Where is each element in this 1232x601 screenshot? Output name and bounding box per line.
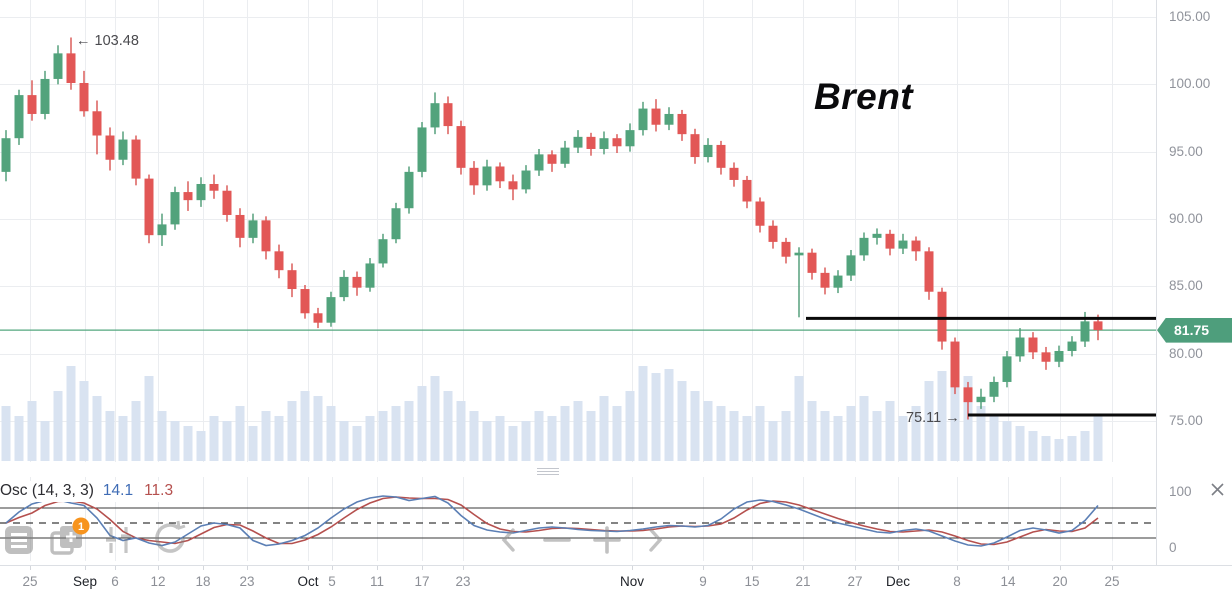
price-axis-label: 85.00 xyxy=(1169,278,1203,294)
grid xyxy=(0,0,1156,561)
instrument-title: Brent xyxy=(814,76,914,117)
price-axis[interactable]: 81.75 105.00 100.00 95.00 90.00 85.00 80.00 75… xyxy=(1156,0,1232,565)
time-axis-tick xyxy=(463,566,464,570)
minus-icon xyxy=(543,538,571,542)
reload-icon xyxy=(155,520,186,553)
time-axis-tick xyxy=(30,566,31,570)
time-axis-tick xyxy=(1112,566,1113,570)
time-axis-label: 25 xyxy=(22,574,38,589)
time-axis-tick xyxy=(632,566,633,570)
time-axis-label: 15 xyxy=(744,574,760,589)
watchlist-button[interactable] xyxy=(2,517,36,564)
time-axis-label: 9 xyxy=(699,574,707,589)
oscillator-plot xyxy=(0,495,1156,547)
time-axis-label: 12 xyxy=(150,574,166,589)
indicators-button[interactable] xyxy=(102,517,138,564)
time-axis-tick xyxy=(332,566,333,570)
indicators-icon xyxy=(106,527,131,553)
compare-add-button[interactable]: 1 xyxy=(48,517,90,564)
chart-nav-controls xyxy=(494,524,670,561)
time-axis-label: 23 xyxy=(455,574,471,589)
time-axis-tick xyxy=(203,566,204,570)
oscillator-k-value: 14.1 xyxy=(102,482,134,499)
time-axis-label: 14 xyxy=(1000,574,1016,589)
oscillator-k-line xyxy=(5,495,1099,547)
time-axis-label: 25 xyxy=(1104,574,1120,589)
time-axis-tick xyxy=(1060,566,1061,570)
time-axis-tick xyxy=(422,566,423,570)
time-axis-label: 27 xyxy=(847,574,863,589)
toolbar-badge-count: 1 xyxy=(78,521,84,533)
time-axis-label: 23 xyxy=(239,574,255,589)
oscillator-d-line xyxy=(5,496,1099,546)
candlesticks xyxy=(1,37,1103,420)
oscillator-name: Osc (14, 3, 3) xyxy=(0,482,94,499)
time-axis-tick xyxy=(1008,566,1009,570)
pane-separator xyxy=(0,462,1156,476)
price-axis-label: 100.00 xyxy=(1169,76,1211,92)
time-axis-label: Sep xyxy=(72,574,98,589)
time-axis-tick xyxy=(115,566,116,570)
compare-add-icon: 1 xyxy=(50,517,90,555)
reload-button[interactable] xyxy=(150,517,192,564)
time-axis-label: 18 xyxy=(195,574,211,589)
time-axis-label: 20 xyxy=(1052,574,1068,589)
time-axis-tick xyxy=(377,566,378,570)
zoom-in-button[interactable] xyxy=(590,524,624,561)
price-axis-label: 105.00 xyxy=(1169,9,1211,24)
toolbar-badge xyxy=(72,517,90,535)
time-axis-label: 11 xyxy=(369,574,384,589)
chevron-left-icon xyxy=(501,528,515,552)
time-axis-label: 21 xyxy=(795,574,811,589)
trend-lines[interactable] xyxy=(806,316,1156,417)
price-annotation-103-48[interactable]: ← 103.48 xyxy=(76,33,139,50)
time-axis-label: Nov xyxy=(619,574,644,589)
time-axis-tick xyxy=(957,566,958,570)
time-axis-tick xyxy=(855,566,856,570)
price-axis-label: 80.00 xyxy=(1169,345,1203,361)
time-axis-label: 6 xyxy=(111,574,119,589)
time-axis-label: Dec xyxy=(885,574,910,589)
watchlist-icon xyxy=(5,526,33,554)
oscillator-legend[interactable]: Osc (14, 3, 3) 14.1 11.3 xyxy=(0,481,182,502)
oscillator-scale-label: 0 xyxy=(1169,540,1177,555)
time-axis-tick xyxy=(247,566,248,570)
time-axis-tick xyxy=(158,566,159,570)
time-axis-label: 17 xyxy=(414,574,430,589)
time-axis-tick xyxy=(803,566,804,570)
oscillator-d-value: 11.3 xyxy=(144,482,174,499)
zoom-out-button[interactable] xyxy=(540,524,574,561)
time-axis-tick xyxy=(752,566,753,570)
bottom-toolbar: 1 xyxy=(2,517,192,564)
chevron-right-icon xyxy=(649,528,663,552)
time-axis-tick xyxy=(898,566,899,570)
chart-canvas[interactable] xyxy=(0,0,1156,565)
oscillator-close-button[interactable] xyxy=(1206,478,1228,500)
plus-icon xyxy=(593,526,621,554)
close-icon xyxy=(1210,482,1224,496)
time-axis-label: 5 xyxy=(328,574,336,589)
time-axis-label: Oct xyxy=(297,574,319,589)
time-axis-tick xyxy=(308,566,309,570)
time-axis-tick xyxy=(703,566,704,570)
price-axis-label: 75.00 xyxy=(1169,413,1203,428)
time-axis-label: 8 xyxy=(953,574,961,589)
time-axis-tick xyxy=(85,566,86,570)
price-axis-label: 95.00 xyxy=(1169,143,1203,159)
pane-resize-handle[interactable] xyxy=(537,466,559,475)
time-axis[interactable]: 25 Sep 6 12 18 23 Oct 5 11 17 23 Nov 9 15 21 27 Dec 8 14 20… xyxy=(0,565,1232,601)
scroll-right-button[interactable] xyxy=(640,524,670,561)
price-axis-label: 90.00 xyxy=(1169,211,1203,226)
scroll-left-button[interactable] xyxy=(494,524,524,561)
volume-bars xyxy=(1,366,1103,461)
current-price-badge: 81.75 xyxy=(1157,317,1232,343)
price-annotation-75-11[interactable]: 75.11 → xyxy=(906,409,960,426)
oscillator-scale-label: 100 xyxy=(1169,484,1192,499)
